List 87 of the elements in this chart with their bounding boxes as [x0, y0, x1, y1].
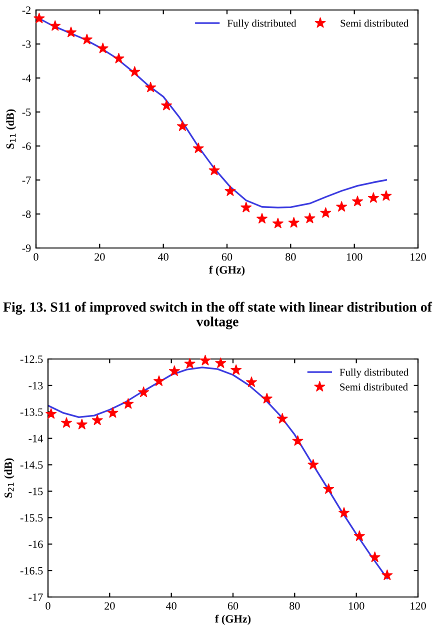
y-tick-label: -14.5 — [20, 461, 43, 469]
y-axis-title: S$_{11}$ (dB) — [6, 109, 16, 149]
point — [45, 408, 57, 419]
y-tick-label: -8 — [22, 210, 31, 218]
x-tick-label: 0 — [34, 253, 38, 261]
point — [168, 365, 180, 376]
y-axis-title: S$_{21}$ (dB) — [4, 458, 14, 498]
y-tick-label: -13.5 — [20, 408, 43, 416]
y-tick-label: -14 — [28, 434, 43, 442]
point — [60, 417, 72, 428]
y-tick-label: -9 — [22, 244, 31, 252]
y-tick-label: -15 — [28, 488, 43, 496]
point — [176, 120, 188, 132]
point — [65, 26, 77, 38]
point — [308, 458, 319, 470]
point — [153, 375, 165, 386]
point — [369, 551, 380, 562]
point — [144, 82, 156, 92]
y-tick-label: -17 — [28, 594, 43, 601]
y-tick-label: -5 — [22, 108, 31, 116]
point — [107, 407, 118, 418]
y-tick-label: -4 — [22, 74, 31, 82]
y-tick-label: -15.5 — [20, 514, 43, 522]
point — [304, 212, 316, 224]
point — [76, 418, 88, 430]
point — [380, 190, 392, 201]
caption: Fig. 13. S11 of improved switch in the off state with linear distribution of voltage — [3, 302, 432, 330]
x-axis-title: f (GHz) — [215, 614, 251, 625]
point — [336, 200, 348, 212]
x-tick-label: 40 — [158, 253, 168, 261]
point — [246, 376, 258, 388]
y-tick-label: -7 — [22, 176, 31, 184]
point — [288, 216, 300, 228]
point — [184, 358, 196, 369]
legend-label: Fully distributed — [340, 368, 408, 378]
x-tick-label: 80 — [286, 253, 296, 261]
point — [122, 398, 134, 409]
point — [129, 66, 140, 77]
x-tick-label: 20 — [94, 253, 105, 261]
x-tick-label: 80 — [290, 602, 300, 610]
y-tick-label: -13 — [28, 382, 43, 390]
x-tick-label: 60 — [222, 253, 232, 261]
point — [49, 20, 61, 31]
point — [215, 357, 226, 368]
y-tick-label: -3 — [22, 40, 31, 48]
point — [382, 569, 393, 580]
y-tick-label: -12.5 — [20, 355, 43, 364]
point — [320, 207, 332, 218]
point — [272, 218, 284, 228]
x-tick-label: 60 — [228, 602, 238, 610]
point — [160, 100, 172, 110]
point — [113, 52, 124, 64]
point — [92, 414, 103, 426]
point — [322, 483, 334, 494]
point — [354, 530, 366, 542]
point — [230, 364, 242, 375]
x-tick-label: 40 — [166, 602, 176, 610]
x-tick-label: 120 — [410, 253, 426, 261]
point — [368, 192, 380, 203]
y-tick-label: -6 — [22, 142, 31, 150]
legend-label: Semi distributed — [340, 19, 408, 27]
x-tick-label: 120 — [410, 602, 426, 610]
point — [97, 42, 108, 54]
y-tick-label: -16.5 — [20, 567, 43, 575]
point — [224, 185, 236, 196]
x-tick-label: 20 — [104, 602, 115, 610]
point — [261, 392, 273, 404]
point — [240, 202, 252, 212]
legend-label: Semi distributed — [340, 383, 408, 391]
point — [292, 435, 304, 446]
x-axis-title: f (GHz) — [209, 266, 245, 276]
point — [81, 34, 93, 44]
point — [208, 164, 220, 176]
point — [276, 412, 288, 424]
y-tick-label: -16 — [28, 540, 43, 548]
point — [138, 386, 150, 398]
point — [192, 142, 204, 154]
point — [34, 12, 45, 24]
point — [338, 507, 350, 518]
x-tick-label: 0 — [46, 602, 50, 610]
point — [256, 212, 268, 224]
x-tick-label: 100 — [348, 602, 364, 610]
legend-label: Fully distributed — [227, 19, 296, 29]
y-tick-label: -2 — [22, 6, 31, 14]
point — [200, 354, 211, 366]
point — [352, 196, 364, 206]
x-tick-label: 100 — [346, 253, 362, 261]
